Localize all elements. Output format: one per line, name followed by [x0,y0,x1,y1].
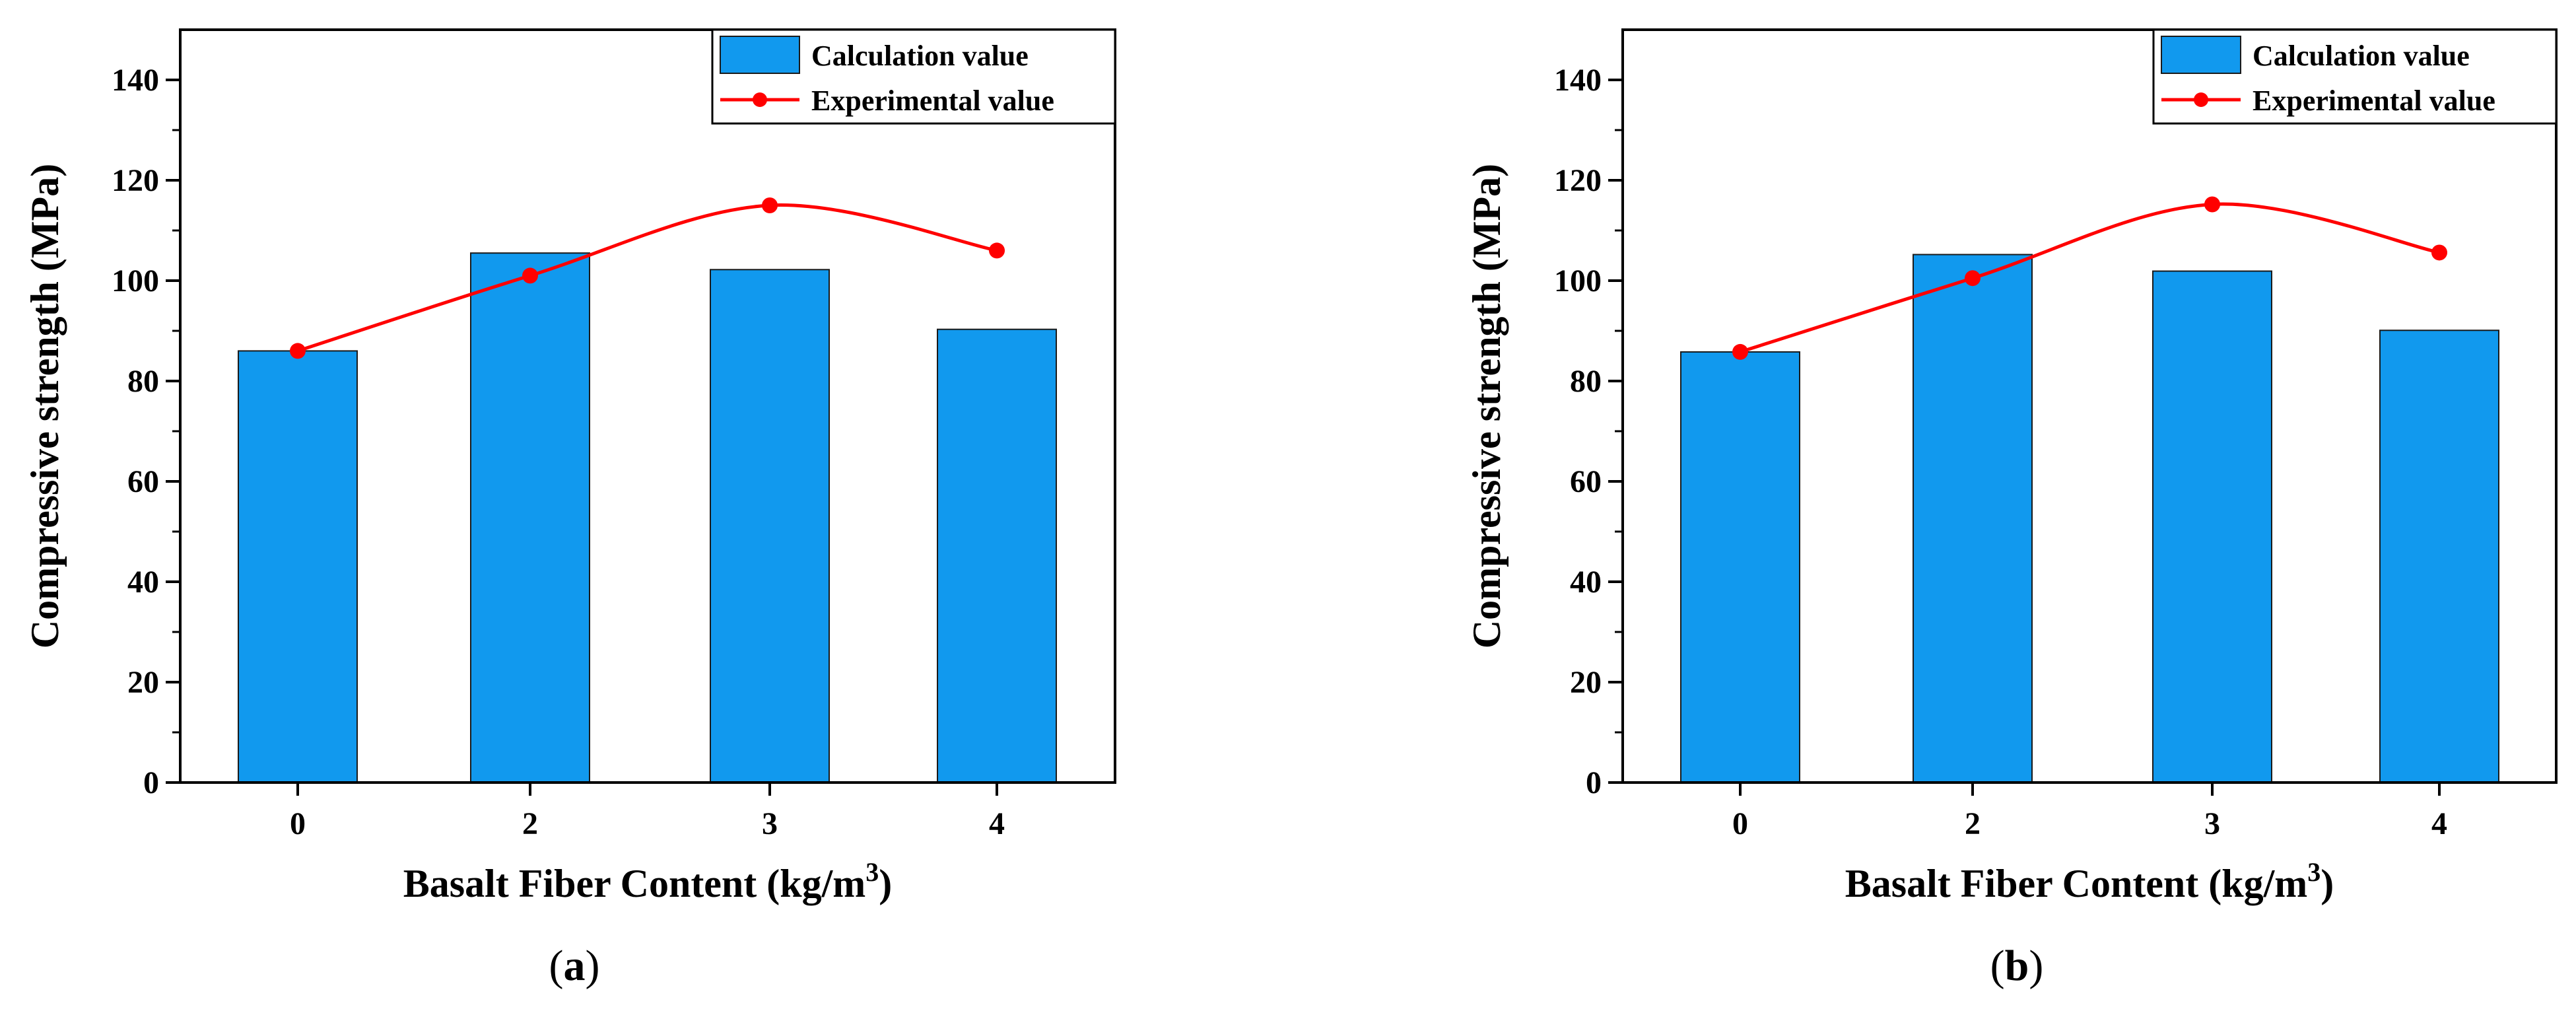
bar [1680,351,1800,783]
y-tick-label: 100 [112,263,159,298]
bar [2152,270,2272,783]
y-axis-label: Compressive strength (MPa) [23,164,67,648]
bar [2379,330,2499,783]
x-tick-label: 4 [989,806,1005,841]
y-tick-label: 60 [1570,464,1602,499]
legend: Calculation value Experimental value [2152,28,2558,125]
bar [1913,254,2033,784]
legend-bar-swatch [720,36,800,74]
y-tick-label: 80 [1570,364,1602,399]
experimental-point [2431,244,2447,261]
experimental-point [989,242,1005,259]
experimental-line [1740,202,2440,354]
y-tick-label: 140 [1554,63,1602,98]
y-tick-label: 20 [127,665,159,700]
experimental-point [762,197,778,213]
x-tick-label: 0 [290,806,306,841]
y-tick-label: 120 [112,163,159,198]
y-tick-label: 80 [127,364,159,399]
plot-frame [179,28,1116,784]
legend-point-swatch [2194,92,2208,107]
x-axis-label: Basalt Fiber Content (kg/m3) [403,857,893,905]
bar [710,269,830,783]
panel-label-b: (b) [1990,942,2044,990]
y-tick-label: 0 [1586,765,1602,800]
experimental-point [290,343,306,359]
legend: Calculation value Experimental value [711,28,1116,125]
legend-label-calculation: Calculation value [811,40,1029,72]
y-tick-label: 140 [112,63,159,98]
experimental-point [1965,270,1981,287]
legend-point-swatch [753,92,767,107]
x-tick-label: 2 [1965,806,1981,841]
chart-panel-b: 0 20 40 60 80 100 120 140 0 2 3 4 Basalt Fiber Conte… [1465,28,2558,905]
chart-panel-a: 0 20 40 60 80 100 120 140 0 2 3 4 Basalt Fiber Conte… [23,28,1116,905]
x-tick-label: 4 [2431,806,2447,841]
y-axis-label: Compressive strength (MPa) [1465,164,1508,648]
x-tick-label: 3 [762,806,778,841]
experimental-point [2204,196,2220,213]
x-tick-label: 0 [1732,806,1748,841]
y-tick-label: 20 [1570,665,1602,700]
y-tick-label: 100 [1554,263,1602,298]
y-tick-label: 0 [143,765,159,800]
bar [238,350,358,783]
y-tick-label: 120 [1554,163,1602,198]
bar [937,328,1057,784]
plot-frame [1621,28,2558,784]
experimental-point [522,267,538,284]
legend-label-experimental: Experimental value [811,85,1054,117]
legend-label-experimental: Experimental value [2253,85,2495,117]
y-tick-label: 40 [127,565,159,600]
x-tick-label: 3 [2204,806,2220,841]
legend-label-calculation: Calculation value [2253,40,2470,72]
x-tick-label: 2 [522,806,538,841]
bar [470,252,590,783]
experimental-point [1732,343,1748,360]
legend-bar-swatch [2161,36,2241,74]
y-tick-label: 60 [127,464,159,499]
panel-label-a: (a) [549,942,600,990]
y-tick-label: 40 [1570,565,1602,600]
experimental-line [297,203,998,353]
x-axis-label: Basalt Fiber Content (kg/m3) [1845,857,2334,905]
